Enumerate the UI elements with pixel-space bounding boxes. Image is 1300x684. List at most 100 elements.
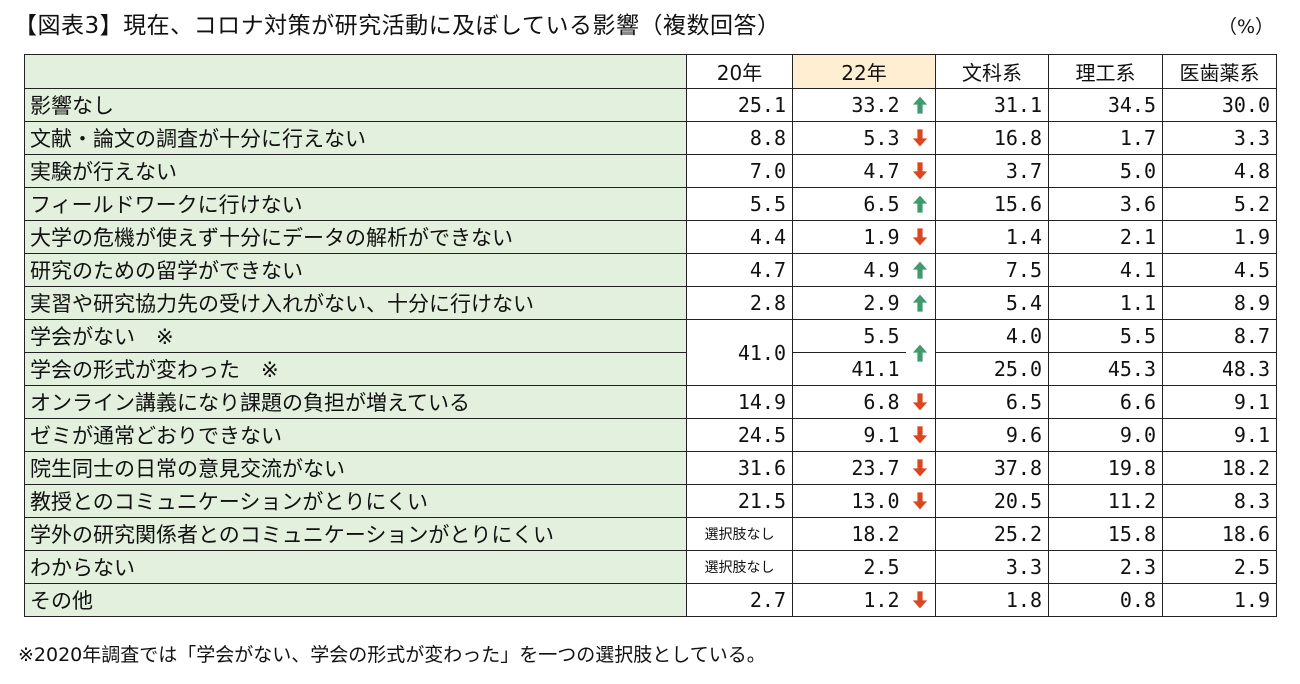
table-row: 院生同士の日常の意見交流がない 31.6 23.7 37.8 19.8 18.2 [24, 451, 1277, 485]
arrow-down-icon [911, 161, 930, 181]
value-20: 14.9 [686, 385, 793, 419]
value-22: 5.3 [792, 121, 906, 155]
value-iyaku: 3.3 [1162, 121, 1277, 155]
value-riko: 11.2 [1048, 484, 1163, 518]
table-row: 実習や研究協力先の受け入れがない、十分に行けない 2.8 2.9 5.4 1.1 8.9 [24, 286, 1277, 320]
value-20: 選択肢なし [686, 550, 793, 584]
value-bunka: 1.8 [935, 583, 1049, 617]
value-bunka: 1.4 [935, 220, 1049, 254]
value-22: 5.5 [792, 319, 906, 353]
trend-arrow-cell [905, 583, 936, 617]
value-20: 24.5 [686, 418, 793, 452]
arrow-up-icon [911, 260, 930, 280]
table-row: わからない 選択肢なし 2.5 3.3 2.3 2.5 [24, 550, 1277, 584]
arrow-down-icon [911, 458, 930, 478]
header-22: 22年 [792, 54, 936, 89]
value-riko: 5.5 [1048, 319, 1163, 353]
row-label: 学会がない ※ [24, 319, 687, 353]
value-20: 21.5 [686, 484, 793, 518]
value-iyaku: 4.5 [1162, 253, 1277, 287]
value-iyaku: 2.5 [1162, 550, 1277, 584]
header-bunka: 文科系 [935, 54, 1049, 89]
row-label: 影響なし [24, 88, 687, 122]
header-label-cell [24, 54, 687, 89]
value-20: 選択肢なし [686, 517, 793, 551]
value-bunka: 7.5 [935, 253, 1049, 287]
row-label: 大学の危機が使えず十分にデータの解析ができない [24, 220, 687, 254]
arrow-down-icon [911, 128, 930, 148]
trend-arrow-cell [905, 451, 936, 485]
value-iyaku: 4.8 [1162, 154, 1277, 188]
footnote: ※2020年調査では「学会がない、学会の形式が変わった」を一つの選択肢としている… [18, 644, 766, 666]
unit-label: （%） [1218, 16, 1275, 38]
value-iyaku: 8.9 [1162, 286, 1277, 320]
value-bunka: 37.8 [935, 451, 1049, 485]
value-riko: 5.0 [1048, 154, 1163, 188]
table-row: その他 2.7 1.2 1.8 0.8 1.9 [24, 583, 1277, 617]
row-label: 教授とのコミュニケーションがとりにくい [24, 484, 687, 518]
value-riko: 19.8 [1048, 451, 1163, 485]
value-22: 6.5 [792, 187, 906, 221]
trend-arrow-cell [905, 286, 936, 320]
value-20: 41.0 [686, 319, 793, 386]
table-row: ゼミが通常どおりできない 24.5 9.1 9.6 9.0 9.1 [24, 418, 1277, 452]
row-label: 実験が行えない [24, 154, 687, 188]
arrow-down-icon [911, 491, 930, 511]
value-bunka: 9.6 [935, 418, 1049, 452]
value-bunka: 16.8 [935, 121, 1049, 155]
value-iyaku: 30.0 [1162, 88, 1277, 122]
value-bunka: 3.3 [935, 550, 1049, 584]
trend-arrow-cell [905, 88, 936, 122]
row-label: オンライン講義になり課題の負担が増えている [24, 385, 687, 419]
row-label: 院生同士の日常の意見交流がない [24, 451, 687, 485]
trend-arrow-cell [905, 121, 936, 155]
table-row: 影響なし 25.1 33.2 31.1 34.5 30.0 [24, 88, 1277, 122]
table-row: 文献・論文の調査が十分に行えない 8.8 5.3 16.8 1.7 3.3 [24, 121, 1277, 155]
survey-table: 20年 22年 文科系 理工系 医歯薬系 影響なし 25.1 33.2 31.1 34.… [24, 54, 1277, 617]
header-riko: 理工系 [1048, 54, 1163, 89]
trend-arrow-cell [905, 550, 936, 584]
table-row: 学会がない ※ 41.0 5.5 4.0 5.5 8.7 [24, 319, 1277, 386]
table-row: 大学の危機が使えず十分にデータの解析ができない 4.4 1.9 1.4 2.1 1.9 [24, 220, 1277, 254]
value-riko: 0.8 [1048, 583, 1163, 617]
value-22: 2.9 [792, 286, 906, 320]
value-bunka: 25.2 [935, 517, 1049, 551]
value-22: 23.7 [792, 451, 906, 485]
row-label: 文献・論文の調査が十分に行えない [24, 121, 687, 155]
table-row: 実験が行えない 7.0 4.7 3.7 5.0 4.8 [24, 154, 1277, 188]
table-row: 研究のための留学ができない 4.7 4.9 7.5 4.1 4.5 [24, 253, 1277, 287]
value-iyaku: 9.1 [1162, 385, 1277, 419]
arrow-down-icon [911, 227, 930, 247]
value-iyaku: 5.2 [1162, 187, 1277, 221]
value-riko: 6.6 [1048, 385, 1163, 419]
row-label: その他 [24, 583, 687, 617]
trend-arrow-cell [905, 517, 936, 551]
value-iyaku: 18.6 [1162, 517, 1277, 551]
value-iyaku: 1.9 [1162, 220, 1277, 254]
value-22: 13.0 [792, 484, 906, 518]
header-20: 20年 [686, 54, 793, 89]
value-22: 33.2 [792, 88, 906, 122]
value-bunka: 15.6 [935, 187, 1049, 221]
row-label: 学会の形式が変わった ※ [24, 352, 687, 386]
trend-arrow-cell [905, 385, 936, 419]
trend-arrow-cell [905, 187, 936, 221]
value-bunka: 3.7 [935, 154, 1049, 188]
value-20: 7.0 [686, 154, 793, 188]
arrow-up-icon [911, 194, 930, 214]
arrow-up-icon [911, 293, 930, 313]
table-row: オンライン講義になり課題の負担が増えている 14.9 6.8 6.5 6.6 9.1 [24, 385, 1277, 419]
arrow-up-icon [911, 95, 930, 115]
row-label: わからない [24, 550, 687, 584]
value-20: 31.6 [686, 451, 793, 485]
value-22: 6.8 [792, 385, 906, 419]
row-label: フィールドワークに行けない [24, 187, 687, 221]
header-iyaku: 医歯薬系 [1162, 54, 1277, 89]
table-row: 学外の研究関係者とのコミュニケーションがとりにくい 選択肢なし 18.2 25.2 15… [24, 517, 1277, 551]
value-bunka: 4.0 [935, 319, 1049, 353]
trend-arrow-cell [905, 484, 936, 518]
value-22: 18.2 [792, 517, 906, 551]
value-iyaku: 1.9 [1162, 583, 1277, 617]
trend-arrow-cell [905, 319, 936, 386]
value-22: 4.7 [792, 154, 906, 188]
